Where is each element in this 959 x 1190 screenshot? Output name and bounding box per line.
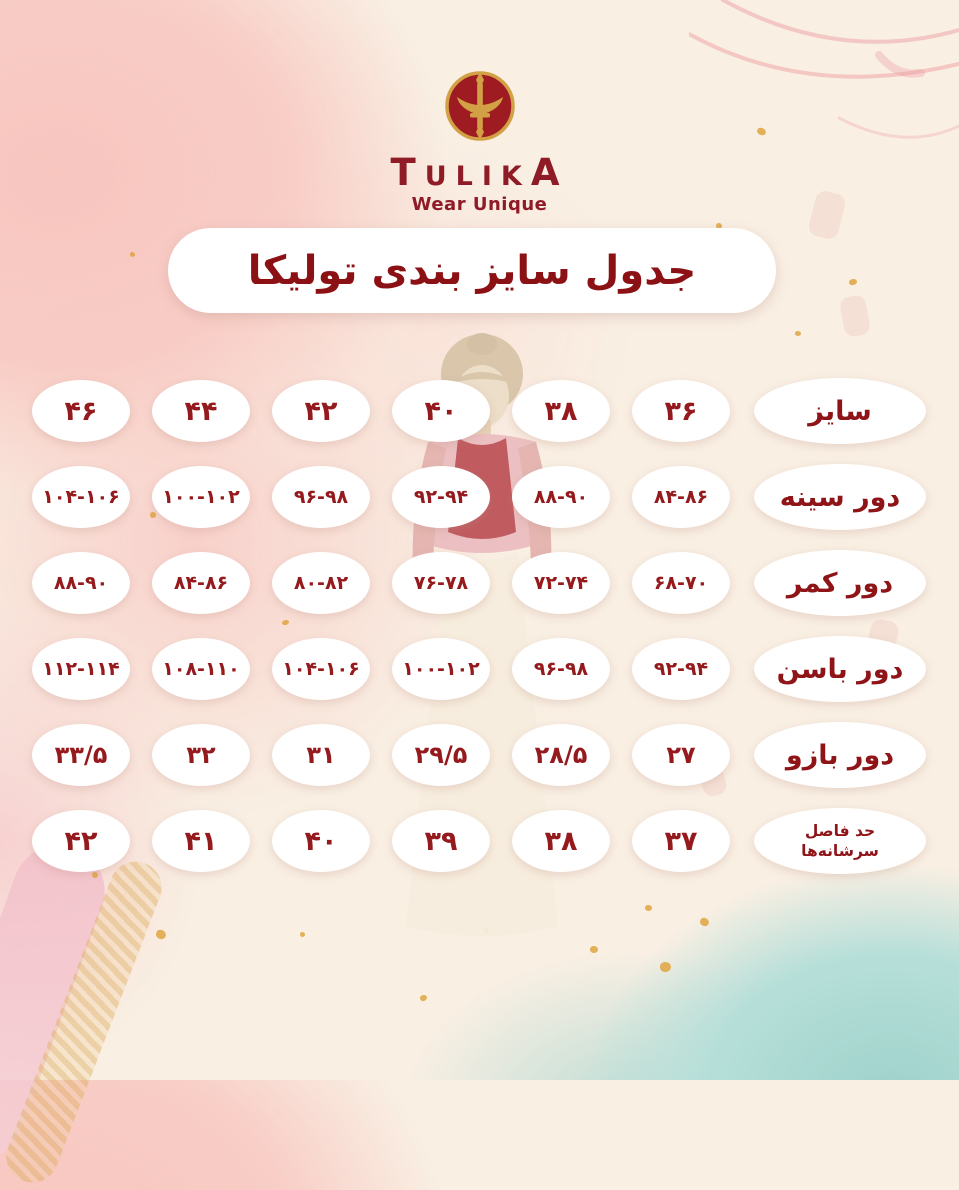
gold-fleck	[698, 916, 711, 928]
shoulder-cell: ۳۷	[632, 810, 730, 872]
size-table: سایز ۳۶ ۳۸ ۴۰ ۴۲ ۴۴ ۴۶ دور سینه ۸۴-۸۶ ۸۸…	[32, 378, 928, 874]
arm-cell: ۳۲	[152, 724, 250, 786]
size-cell: ۴۴	[152, 380, 250, 442]
brand-tagline: Wear Unique	[411, 194, 548, 215]
gold-fleck	[645, 905, 652, 911]
row-header-shoulder: حد فاصل سرشانه‌ها	[754, 808, 926, 874]
size-cell: ۳۸	[512, 380, 610, 442]
gold-fleck	[795, 331, 801, 336]
waist-cell: ۸۸-۹۰	[32, 552, 130, 614]
size-cell: ۳۶	[632, 380, 730, 442]
shoulder-cell: ۴۱	[152, 810, 250, 872]
row-header-arm: دور بازو	[754, 722, 926, 788]
page-title-pill: جدول سایز بندی تولیکا	[168, 228, 776, 313]
arm-cell: ۳۳/۵	[32, 724, 130, 786]
bust-cell: ۹۶-۹۸	[272, 466, 370, 528]
hip-cell: ۱۱۲-۱۱۴	[32, 638, 130, 700]
bust-cell: ۸۴-۸۶	[632, 466, 730, 528]
waist-cell: ۷۶-۷۸	[392, 552, 490, 614]
brand-header: TULIKA Wear Unique	[0, 68, 959, 215]
waist-cell: ۸۰-۸۲	[272, 552, 370, 614]
waist-cell: ۸۴-۸۶	[152, 552, 250, 614]
paint-dab	[838, 294, 872, 338]
arm-cell: ۲۸/۵	[512, 724, 610, 786]
row-header-size: سایز	[754, 378, 926, 444]
gold-fleck	[130, 252, 135, 257]
gold-fleck	[590, 946, 598, 953]
brand-letters: ULIK	[424, 161, 531, 192]
hip-cell: ۹۲-۹۴	[632, 638, 730, 700]
size-cell: ۴۶	[32, 380, 130, 442]
size-cell: ۴۲	[272, 380, 370, 442]
size-cell: ۴۰	[392, 380, 490, 442]
gold-fleck	[154, 928, 168, 941]
bust-cell: ۸۸-۹۰	[512, 466, 610, 528]
arm-cell: ۲۹/۵	[392, 724, 490, 786]
bust-cell: ۱۰۰-۱۰۲	[152, 466, 250, 528]
brand-logo-icon	[444, 71, 515, 141]
row-header-hip: دور باسن	[754, 636, 926, 702]
gold-fleck	[150, 512, 156, 518]
hip-cell: ۱۰۴-۱۰۶	[272, 638, 370, 700]
gold-fleck	[716, 223, 722, 229]
bust-cell: ۹۲-۹۴	[392, 466, 490, 528]
bust-cell: ۱۰۴-۱۰۶	[32, 466, 130, 528]
arm-cell: ۲۷	[632, 724, 730, 786]
hip-cell: ۹۶-۹۸	[512, 638, 610, 700]
hip-cell: ۱۰۰-۱۰۲	[392, 638, 490, 700]
gold-fleck	[848, 278, 858, 286]
hip-cell: ۱۰۸-۱۱۰	[152, 638, 250, 700]
gold-fleck	[419, 993, 428, 1003]
gold-fleck	[92, 872, 98, 878]
gold-fleck	[659, 960, 672, 974]
pink-sketch-arcs	[689, 0, 959, 139]
brand-letter: A	[530, 151, 569, 194]
shoulder-cell: ۳۹	[392, 810, 490, 872]
row-header-waist: دور کمر	[754, 550, 926, 616]
shoulder-cell: ۳۸	[512, 810, 610, 872]
page-title: جدول سایز بندی تولیکا	[247, 247, 697, 294]
brand-letter: T	[390, 151, 425, 194]
row-header-bust: دور سینه	[754, 464, 926, 530]
gold-fleck	[300, 932, 305, 937]
arm-cell: ۳۱	[272, 724, 370, 786]
waist-cell: ۶۸-۷۰	[632, 552, 730, 614]
shoulder-cell: ۴۰	[272, 810, 370, 872]
shoulder-cell: ۴۲	[32, 810, 130, 872]
waist-cell: ۷۲-۷۴	[512, 552, 610, 614]
brand-wordmark: TULIKA	[0, 154, 959, 191]
